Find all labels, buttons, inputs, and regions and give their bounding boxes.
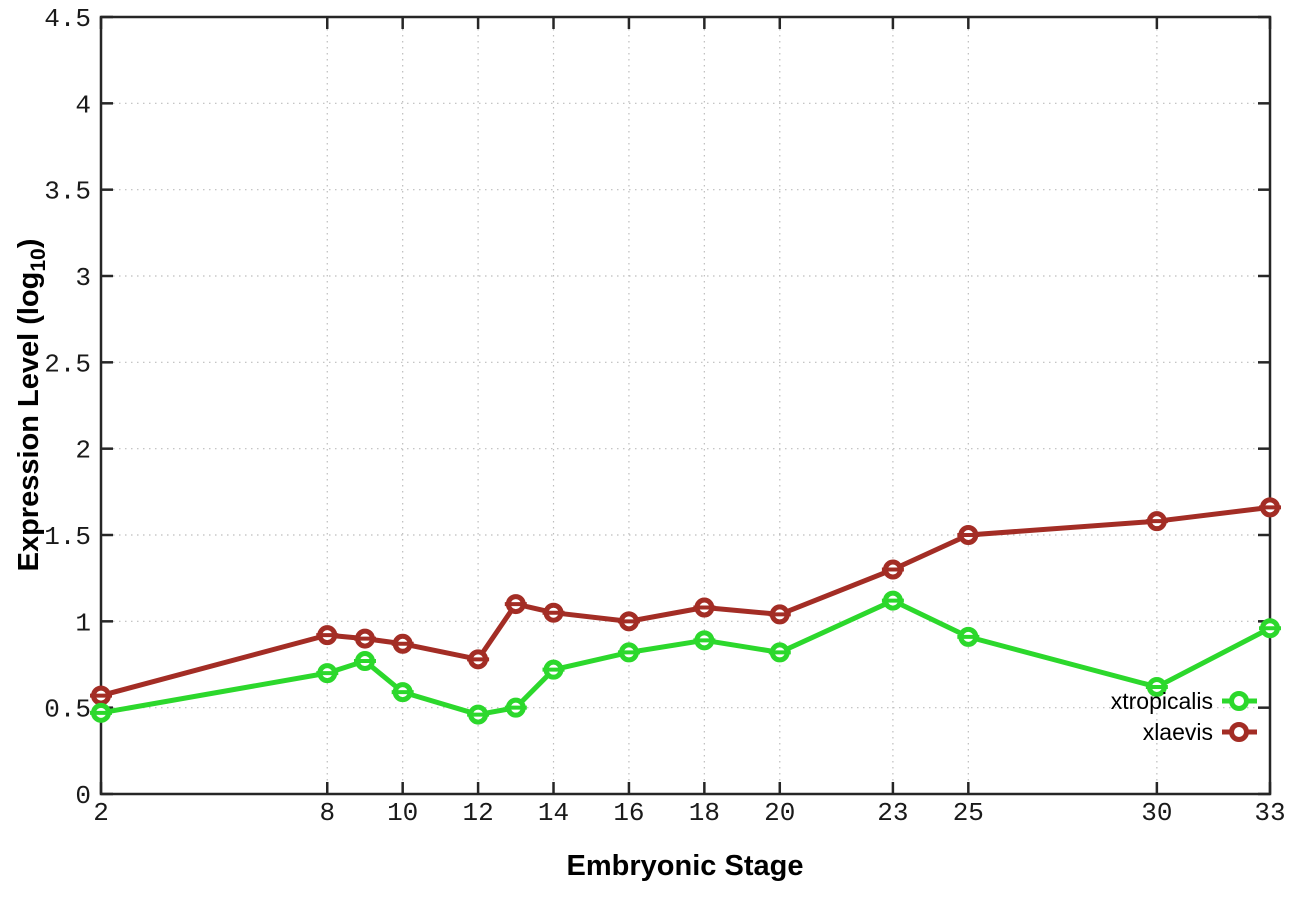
data-point-marker bbox=[1259, 497, 1281, 518]
data-point-marker bbox=[504, 594, 527, 615]
data-point-marker bbox=[316, 663, 339, 684]
data-point-marker bbox=[768, 642, 791, 663]
data-point-marker bbox=[504, 697, 527, 718]
x-tick-label: 20 bbox=[764, 798, 795, 828]
legend-marker-circle bbox=[1229, 691, 1249, 711]
data-point-marker bbox=[542, 659, 565, 680]
data-point-marker bbox=[881, 559, 904, 580]
data-point-marker bbox=[957, 525, 980, 545]
axis-tick-marks bbox=[99, 15, 1272, 796]
y-tick-label: 3 bbox=[75, 263, 91, 293]
y-tick-label: 4 bbox=[75, 90, 91, 120]
plot-border-box bbox=[99, 15, 1272, 796]
x-axis-title-text: Embryonic Stage bbox=[566, 850, 804, 882]
x-tick-label: 8 bbox=[319, 798, 335, 828]
data-point-marker bbox=[467, 649, 490, 670]
axis-tick-labels: 2 8 10 12 14 16 18 20 23 25 30 33 0 0.5 1 1.5 2 2.5 3 3.5 4 4… bbox=[44, 4, 1285, 828]
y-axis-title-prefix: Expression Level (log bbox=[13, 271, 45, 572]
y-tick-label: 1 bbox=[75, 608, 91, 638]
x-axis-title: Embryonic Stage bbox=[567, 850, 804, 883]
legend-marker-circle bbox=[1229, 722, 1249, 742]
data-point-marker bbox=[391, 682, 414, 703]
y-axis-title-suffix: ) bbox=[13, 238, 45, 249]
data-point-marker bbox=[693, 597, 716, 618]
legend-label-xtropicalis: xtropicalis bbox=[1111, 688, 1213, 714]
data-series bbox=[90, 497, 1281, 725]
data-point-marker bbox=[1259, 618, 1281, 639]
gridlines bbox=[101, 17, 1271, 794]
data-point-marker bbox=[391, 633, 414, 654]
x-tick-label: 25 bbox=[953, 798, 984, 828]
data-point-marker bbox=[617, 611, 640, 632]
x-tick-label: 14 bbox=[538, 798, 569, 828]
y-tick-label: 2.5 bbox=[44, 349, 91, 379]
y-axis-title-subscript: 10 bbox=[27, 248, 50, 272]
legend-entry-xlaevis: xlaevis bbox=[1143, 719, 1257, 745]
data-point-marker bbox=[1145, 511, 1168, 532]
x-tick-label: 30 bbox=[1141, 798, 1172, 828]
plot-border bbox=[99, 15, 1272, 796]
data-point-marker bbox=[467, 704, 490, 725]
x-tick-label: 16 bbox=[613, 798, 644, 828]
y-axis-title: Expression Level (log10) bbox=[13, 239, 51, 572]
data-point-marker bbox=[957, 626, 980, 647]
data-point-marker bbox=[90, 702, 112, 723]
data-point-marker bbox=[881, 590, 904, 611]
x-tick-label: 10 bbox=[387, 798, 418, 828]
series-line-xtropicalis bbox=[98, 598, 1273, 718]
legend-label-xlaevis: xlaevis bbox=[1143, 719, 1213, 745]
x-tick-label: 23 bbox=[877, 798, 908, 828]
y-tick-label: 3.5 bbox=[44, 177, 91, 207]
data-point-marker bbox=[353, 628, 376, 649]
y-tick-label: 1.5 bbox=[44, 522, 91, 552]
series-line-xlaevis bbox=[98, 504, 1273, 699]
x-tick-label: 18 bbox=[689, 798, 720, 828]
x-tick-label: 33 bbox=[1254, 798, 1285, 828]
legend: xtropicalis xlaevis bbox=[1111, 688, 1257, 745]
data-point-marker bbox=[1145, 676, 1168, 697]
data-point-marker bbox=[353, 651, 376, 672]
y-tick-label: 0 bbox=[75, 781, 91, 811]
data-point-marker bbox=[542, 602, 565, 623]
y-tick-label: 2 bbox=[75, 436, 91, 466]
x-tick-label: 2 bbox=[93, 798, 109, 828]
legend-entry-xtropicalis: xtropicalis bbox=[1111, 688, 1257, 714]
data-point-marker bbox=[90, 685, 112, 706]
data-point-marker bbox=[617, 642, 640, 663]
data-point-marker bbox=[316, 625, 339, 646]
data-point-marker bbox=[768, 604, 791, 625]
y-tick-label: 0.5 bbox=[44, 695, 91, 725]
series-markers-xtropicalis bbox=[90, 590, 1281, 725]
x-tick-label: 12 bbox=[462, 798, 493, 828]
y-tick-label: 4.5 bbox=[44, 4, 91, 34]
data-point-marker bbox=[693, 630, 716, 651]
